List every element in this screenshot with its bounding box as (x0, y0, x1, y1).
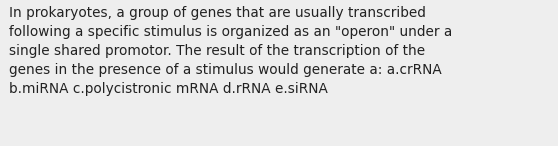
Text: In prokaryotes, a group of genes that are usually transcribed
following a specif: In prokaryotes, a group of genes that ar… (9, 6, 452, 96)
